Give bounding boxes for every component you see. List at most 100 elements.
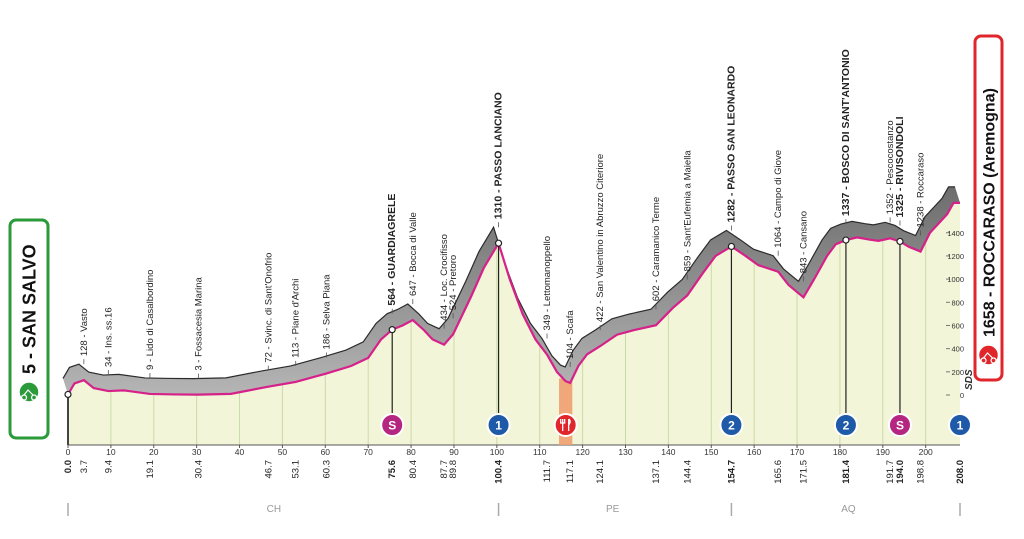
category-icon-symbol: 2 (728, 419, 735, 433)
waypoint-label: 859 - Sant'Eufemia a Maiella (682, 150, 693, 272)
km-tick-label: 20 (149, 447, 159, 457)
km-tick-label: 130 (618, 447, 632, 457)
km-label: 165.6 (773, 460, 784, 484)
km-label: 89.8 (448, 460, 459, 479)
endpoint-bike (980, 352, 997, 364)
waypoint-label: 1238 - Roccaraso (916, 153, 927, 228)
km-tick-label: 80 (406, 447, 416, 457)
waypoint-label: 186 - Selva Piana (322, 274, 333, 350)
km-label: 0.0 (63, 460, 74, 473)
km-label: 3.7 (79, 460, 90, 473)
altitude-tick-label: 1200 (947, 252, 964, 261)
km-label: 144.4 (682, 460, 693, 484)
region-label: PE (606, 504, 620, 515)
km-label: 198.8 (916, 460, 927, 484)
km-label: 137.1 (651, 460, 662, 484)
km-tick-label: 160 (747, 447, 761, 457)
category-icon-symbol: S (896, 419, 904, 433)
waypoint-label: 1337 - BOSCO DI SANT'ANTONIO (840, 49, 852, 216)
endpoint-name: 1658 - ROCCARASO (Aremogna) (981, 88, 998, 337)
feed-icon-cutlery (560, 418, 571, 431)
waypoint-label: 72 - Svinc. di Sant'Onofrio (263, 253, 274, 363)
km-label: 191.7 (885, 460, 896, 484)
waypoint-label: 3 - Fossacesia Marina (193, 276, 204, 370)
waypoint-label: 1325 - RIVISONDOLI (894, 116, 906, 217)
endpoint-name: 5 - SAN SALVO (19, 244, 39, 374)
km-label: 87.7 (439, 460, 450, 479)
summit-dot (388, 326, 396, 334)
region-label: CH (267, 504, 281, 515)
altitude-tick-label: 600 (951, 321, 964, 330)
km-label: 30.4 (193, 460, 204, 479)
km-label: 117.1 (565, 460, 576, 483)
km-tick-label: 10 (106, 447, 116, 457)
waypoint-label: 524 - Pretoro (448, 255, 459, 310)
waypoint-label: 104 - Scafa (565, 310, 576, 359)
km-tick-label: 180 (833, 447, 847, 457)
km-tick-label: 200 (919, 447, 933, 457)
waypoint-label: 434 - Loc. Crocifisso (439, 234, 450, 321)
waypoint-label: 843 - Cansano (798, 211, 809, 273)
waypoint-label: 9 - Lido di Casalbordino (145, 270, 156, 370)
altitude-tick-label: 400 (951, 345, 964, 354)
km-tick-label: 120 (576, 447, 590, 457)
km-tick-label: 100 (490, 447, 504, 457)
km-label: 124.1 (595, 460, 606, 484)
background-layer: 0 10 20 30 40 50 60 70 80 90 100 110 120 130 140 150 160… (62, 186, 960, 457)
endpoint-box (8, 218, 50, 440)
waypoint-label: 1282 - PASSO SAN LEONARDO (725, 66, 737, 223)
km-label: 46.7 (263, 460, 274, 479)
km-tick-label: 50 (278, 447, 288, 457)
km-tick-label: 110 (533, 447, 547, 457)
waypoint-label: 34 - Ins. ss.16 (103, 307, 114, 367)
km-tick-label: 30 (192, 447, 202, 457)
km-label: 181.4 (841, 459, 852, 483)
logo: SDS (964, 369, 975, 390)
profile-ridge (63, 186, 960, 395)
region-label: AQ (841, 504, 856, 515)
feed-icon (553, 413, 578, 437)
category-icon (380, 413, 405, 437)
category-icon-symbol: 1 (957, 419, 964, 433)
km-tick-label: 90 (449, 447, 459, 457)
km-label: 208.0 (955, 460, 966, 484)
road-line (67, 201, 960, 396)
altitude-tick-label: 1000 (947, 275, 964, 284)
altitude-tick-label: 200 (951, 368, 964, 377)
endpoint-bike (20, 389, 38, 401)
km-label: 19.1 (145, 460, 156, 479)
summit-dot (896, 237, 904, 246)
category-icon-symbol: S (388, 419, 396, 433)
km-tick-label: 40 (235, 447, 245, 457)
km-label: 111.7 (542, 460, 553, 482)
waypoint-label: 422 - San Valentino in Abruzzo Citeriore (595, 154, 606, 322)
summit-dot (494, 239, 503, 247)
category-icon (719, 413, 744, 437)
km-tick-label: 60 (321, 447, 331, 457)
km-label: 9.4 (103, 460, 114, 473)
profile-area (68, 202, 960, 445)
summit-dot (727, 242, 736, 251)
km-tick-label: 0 (66, 447, 71, 457)
waypoint-label: 113 - Piane d'Archi (291, 279, 302, 358)
category-icon (887, 413, 912, 437)
endpoint-icon (977, 344, 1000, 366)
waypoint-label: 602 - Caramanico Terme (651, 197, 662, 301)
category-icon (486, 413, 511, 437)
altitude-tick-label: 1400 (947, 229, 964, 238)
endpoint-icon (18, 381, 40, 403)
endpoint-box (973, 34, 1004, 382)
start-dot (64, 390, 72, 399)
km-tick-label: 190 (876, 447, 890, 457)
km-label: 171.5 (798, 460, 809, 484)
category-icon (948, 413, 972, 437)
km-tick-label: 70 (363, 447, 373, 457)
waypoint-label: 647 - Bocca di Valle (408, 212, 419, 296)
waypoint-label: 1064 - Campo di Giove (773, 150, 784, 248)
km-label: 154.7 (726, 460, 737, 484)
ridge-edge (62, 186, 955, 380)
waypoint-label: 128 - Vasto (79, 308, 90, 356)
km-label: 60.3 (322, 460, 333, 479)
km-tick-label: 170 (790, 447, 804, 457)
